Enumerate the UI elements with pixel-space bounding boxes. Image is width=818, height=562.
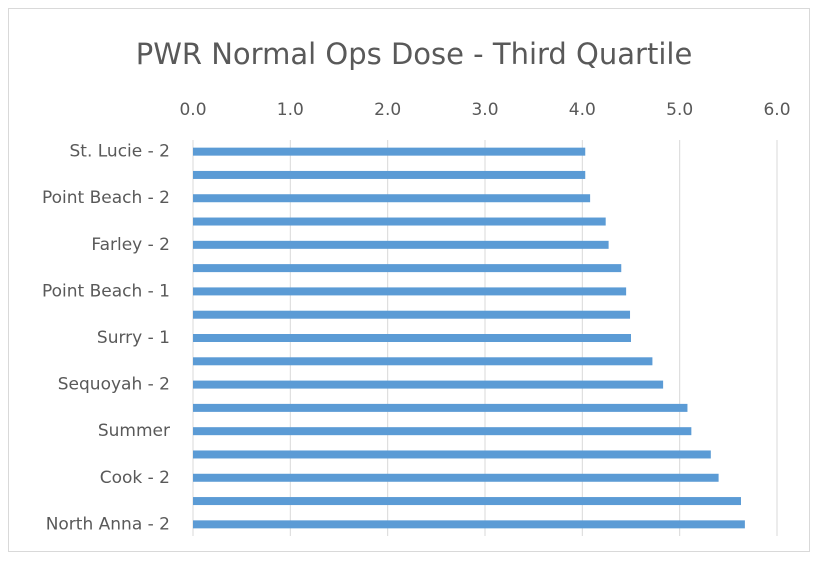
bar: [193, 520, 745, 529]
x-tick-label: 2.0: [374, 100, 401, 120]
x-tick-label: 4.0: [569, 100, 596, 120]
bar: [193, 473, 719, 482]
y-tick-label: Point Beach - 1: [42, 281, 170, 301]
bar: [193, 450, 711, 459]
bar: [193, 403, 688, 412]
bar: [193, 380, 664, 389]
y-tick-label: Cook - 2: [100, 468, 170, 488]
bar: [193, 357, 653, 366]
bar: [193, 170, 586, 179]
bar: [193, 194, 591, 203]
x-tick-label: 6.0: [763, 100, 790, 120]
y-tick-label: Surry - 1: [97, 328, 170, 348]
x-tick-label: 1.0: [277, 100, 304, 120]
y-tick-label: Sequoyah - 2: [58, 375, 170, 395]
chart-title: PWR Normal Ops Dose - Third Quartile: [136, 37, 693, 71]
x-tick-label: 5.0: [666, 100, 693, 120]
bar: [193, 217, 606, 226]
y-tick-label: Farley - 2: [91, 235, 170, 255]
y-tick-label: St. Lucie - 2: [70, 142, 171, 162]
bar: [193, 147, 586, 156]
bar: [193, 427, 692, 436]
y-tick-label: Point Beach - 2: [42, 188, 170, 208]
bar: [193, 240, 609, 249]
y-tick-label: North Anna - 2: [46, 514, 170, 534]
x-tick-label: 0.0: [179, 100, 206, 120]
bar: [193, 310, 631, 319]
bar: [193, 497, 741, 506]
y-tick-label: Summer: [98, 421, 170, 441]
x-tick-label: 3.0: [471, 100, 498, 120]
bar: [193, 334, 631, 342]
bar: [193, 287, 627, 296]
chart-frame: [8, 8, 810, 552]
bar: [193, 264, 622, 273]
